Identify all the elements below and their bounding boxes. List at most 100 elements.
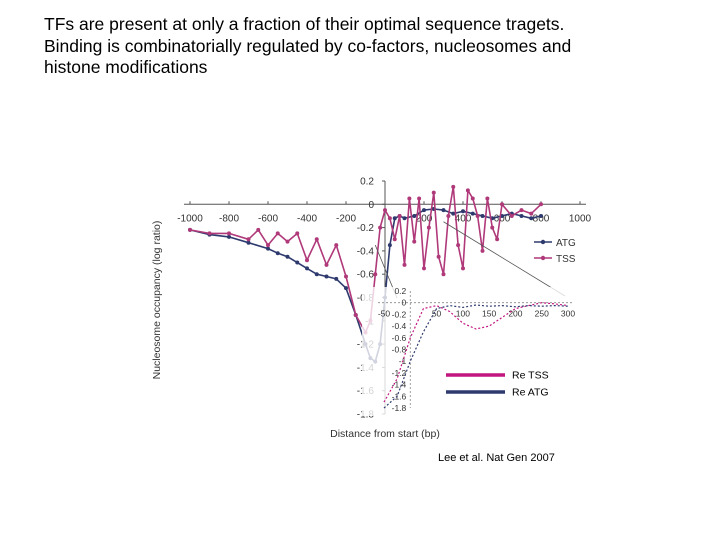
inset-y-tick-label: 0 — [402, 298, 407, 308]
inset-x-tick-label: 250 — [535, 309, 549, 319]
inset-background — [362, 287, 574, 416]
main-point-tss — [188, 227, 192, 232]
main-x-tick-label: 800 — [533, 213, 550, 224]
main-point-tss — [456, 243, 461, 248]
main-point-tss — [344, 274, 348, 279]
main-point-atg — [519, 213, 524, 218]
main-point-tss — [422, 266, 426, 271]
main-x-tick-label: 1000 — [569, 213, 592, 224]
main-point-tss — [285, 239, 290, 244]
legend-marker-tss — [540, 255, 546, 261]
main-point-tss — [378, 225, 383, 230]
main-point-tss — [461, 266, 465, 271]
main-x-tick-label: 600 — [494, 213, 511, 224]
main-point-tss — [441, 272, 446, 277]
main-point-tss — [490, 225, 495, 230]
main-point-tss — [480, 248, 485, 253]
inset-legend-label-re-tss: Re TSS — [512, 370, 549, 382]
main-point-tss — [465, 188, 470, 193]
main-point-tss — [207, 231, 212, 236]
main-point-tss — [227, 231, 231, 236]
main-point-atg — [529, 216, 534, 221]
main-point-tss — [495, 237, 500, 242]
main-point-atg — [227, 234, 231, 239]
title-line-1: TFs are present at only a fraction of th… — [44, 14, 565, 34]
main-point-tss — [529, 211, 534, 216]
main-point-atg — [246, 240, 251, 245]
main-point-tss — [426, 225, 431, 230]
main-point-tss — [305, 258, 309, 263]
main-point-atg — [266, 246, 270, 251]
main-x-tick-label: -200 — [336, 213, 356, 224]
main-y-tick-label: 0 — [368, 200, 374, 211]
legend-label-tss: TSS — [556, 254, 576, 265]
slide-title: TFs are present at only a fraction of th… — [44, 14, 694, 79]
inset-y-tick-label: -1.8 — [392, 403, 407, 413]
main-point-tss — [475, 213, 480, 218]
main-y-tick-label: -0.2 — [357, 223, 375, 234]
main-point-tss — [407, 196, 412, 201]
main-point-atg — [480, 213, 485, 218]
main-point-tss — [256, 227, 261, 232]
main-line-tss — [189, 186, 542, 334]
inset-y-tick-label: -0.6 — [392, 333, 407, 343]
main-y-axis-label: Nucleosome occupancy (log ratio) — [151, 221, 163, 380]
main-point-atg — [412, 213, 417, 218]
main-point-atg — [387, 243, 392, 248]
main-point-atg — [392, 216, 397, 221]
main-point-atg — [539, 213, 543, 218]
main-point-atg — [461, 209, 465, 214]
main-point-tss — [412, 239, 417, 244]
inset-line-re-tss — [383, 302, 569, 403]
main-y-tick-label: -0.4 — [357, 246, 375, 257]
main-point-atg — [334, 276, 339, 281]
inset-y-tick-label: -1.4 — [392, 380, 407, 390]
inset-x-tick-label: 100 — [456, 309, 470, 319]
main-point-atg — [470, 211, 475, 216]
main-point-tss — [431, 190, 436, 195]
main-point-tss — [485, 196, 490, 201]
inset-line-re-atg — [383, 304, 569, 409]
main-point-tss — [446, 213, 451, 218]
main-point-atg — [295, 260, 300, 265]
main-point-tss — [539, 202, 543, 207]
main-point-tss — [383, 208, 387, 213]
main-point-tss — [266, 243, 270, 248]
main-point-tss — [417, 196, 422, 201]
main-point-tss — [451, 184, 456, 189]
main-point-atg — [305, 266, 309, 271]
main-y-tick-label: 0.2 — [360, 177, 374, 188]
main-point-tss — [314, 237, 319, 242]
main-point-tss — [509, 213, 514, 218]
main-point-tss — [295, 231, 300, 236]
inset-y-tick-label: -0.2 — [392, 309, 407, 319]
main-point-atg — [441, 208, 446, 213]
inset-legend-label-re-atg: Re ATG — [512, 387, 549, 399]
inset-y-tick-label: -0.8 — [392, 345, 407, 355]
title-line-3: histone modifications — [44, 57, 208, 77]
main-x-tick-label: -800 — [219, 213, 239, 224]
main-x-tick-label: -400 — [297, 213, 317, 224]
legend-label-atg: ATG — [556, 238, 576, 249]
main-point-tss — [519, 208, 524, 213]
zoom-connector-right — [443, 221, 566, 297]
main-point-atg — [275, 251, 280, 256]
main-point-atg — [324, 274, 329, 279]
main-point-tss — [436, 254, 441, 259]
main-x-axis-label: Distance from start (bp) — [330, 428, 440, 440]
main-point-atg — [402, 216, 407, 221]
main-point-tss — [246, 237, 251, 242]
inset-x-tick-label: 200 — [508, 309, 522, 319]
main-point-tss — [353, 312, 358, 317]
inset-x-tick-label: 150 — [482, 309, 496, 319]
inset-y-tick-label: 0.2 — [394, 286, 406, 296]
main-point-tss — [373, 272, 378, 277]
main-point-tss — [397, 213, 402, 218]
main-x-tick-label: -1000 — [177, 213, 203, 224]
main-point-atg — [314, 272, 319, 277]
inset-y-tick-label: -0.4 — [392, 321, 407, 331]
citation: Lee et al. Nat Gen 2007 — [438, 452, 555, 464]
main-point-tss — [500, 202, 504, 207]
main-point-tss — [470, 196, 475, 201]
